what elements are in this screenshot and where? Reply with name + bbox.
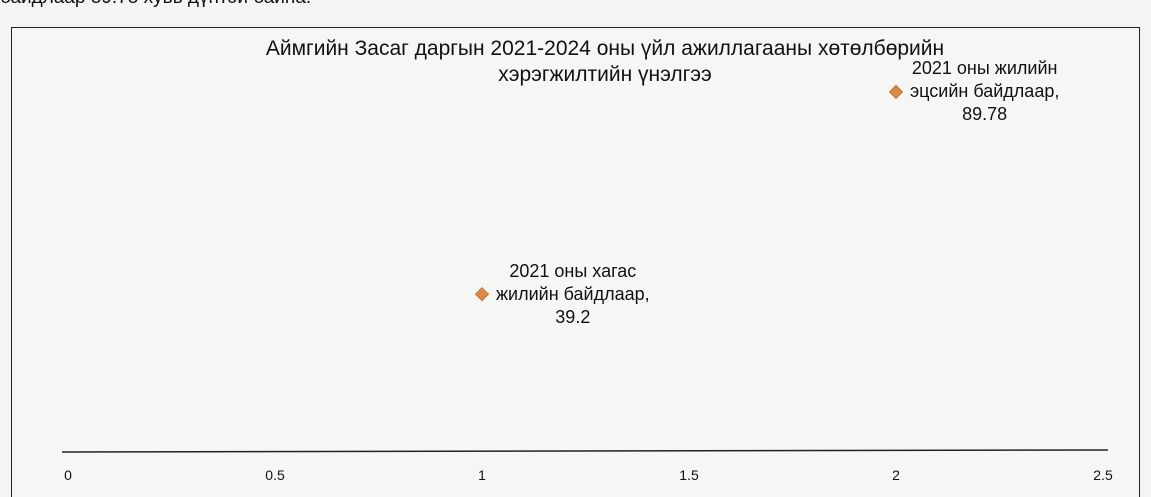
chart-title-line-2: хэрэгжилтийн үнэлгээ <box>498 63 712 86</box>
top-text-fragment: байдлаар 89.78 хувь дүнтэй байна. <box>0 0 311 9</box>
data-label-line: 89.78 <box>962 104 1008 125</box>
scatter-marks <box>474 84 904 302</box>
x-axis-line <box>61 449 1109 453</box>
x-tick-label: 2.5 <box>1093 467 1113 483</box>
chart-title-line-1: Аймгийн Засаг даргын 2021-2024 оны үйл а… <box>265 37 945 60</box>
chart-title: Аймгийн Засаг даргын 2021-2024 оны үйл а… <box>180 36 1030 88</box>
scatter-point <box>888 84 904 100</box>
data-label: 2021 оны жилийн эцсийн байдлаар, 89.78 <box>910 57 1059 126</box>
data-label: 2021 оны хагас жилийн байдлаар, 39.2 <box>496 260 650 329</box>
x-tick-label: 1.5 <box>679 467 699 483</box>
chart-frame <box>11 27 1140 497</box>
x-tick-label: 0.5 <box>265 467 285 483</box>
x-tick-label: 1 <box>478 467 486 483</box>
data-label-line: эцсийн байдлаар, <box>910 81 1060 102</box>
data-label-line: 2021 оны жилийн <box>911 58 1058 79</box>
x-tick-label: 2 <box>892 467 900 483</box>
scatter-point <box>474 286 490 302</box>
data-label-line: 2021 оны хагас <box>509 260 637 281</box>
x-tick-label: 0 <box>64 467 72 483</box>
data-label-line: жилийн байдлаар, <box>496 283 650 304</box>
data-label-line: 39.2 <box>555 306 591 327</box>
